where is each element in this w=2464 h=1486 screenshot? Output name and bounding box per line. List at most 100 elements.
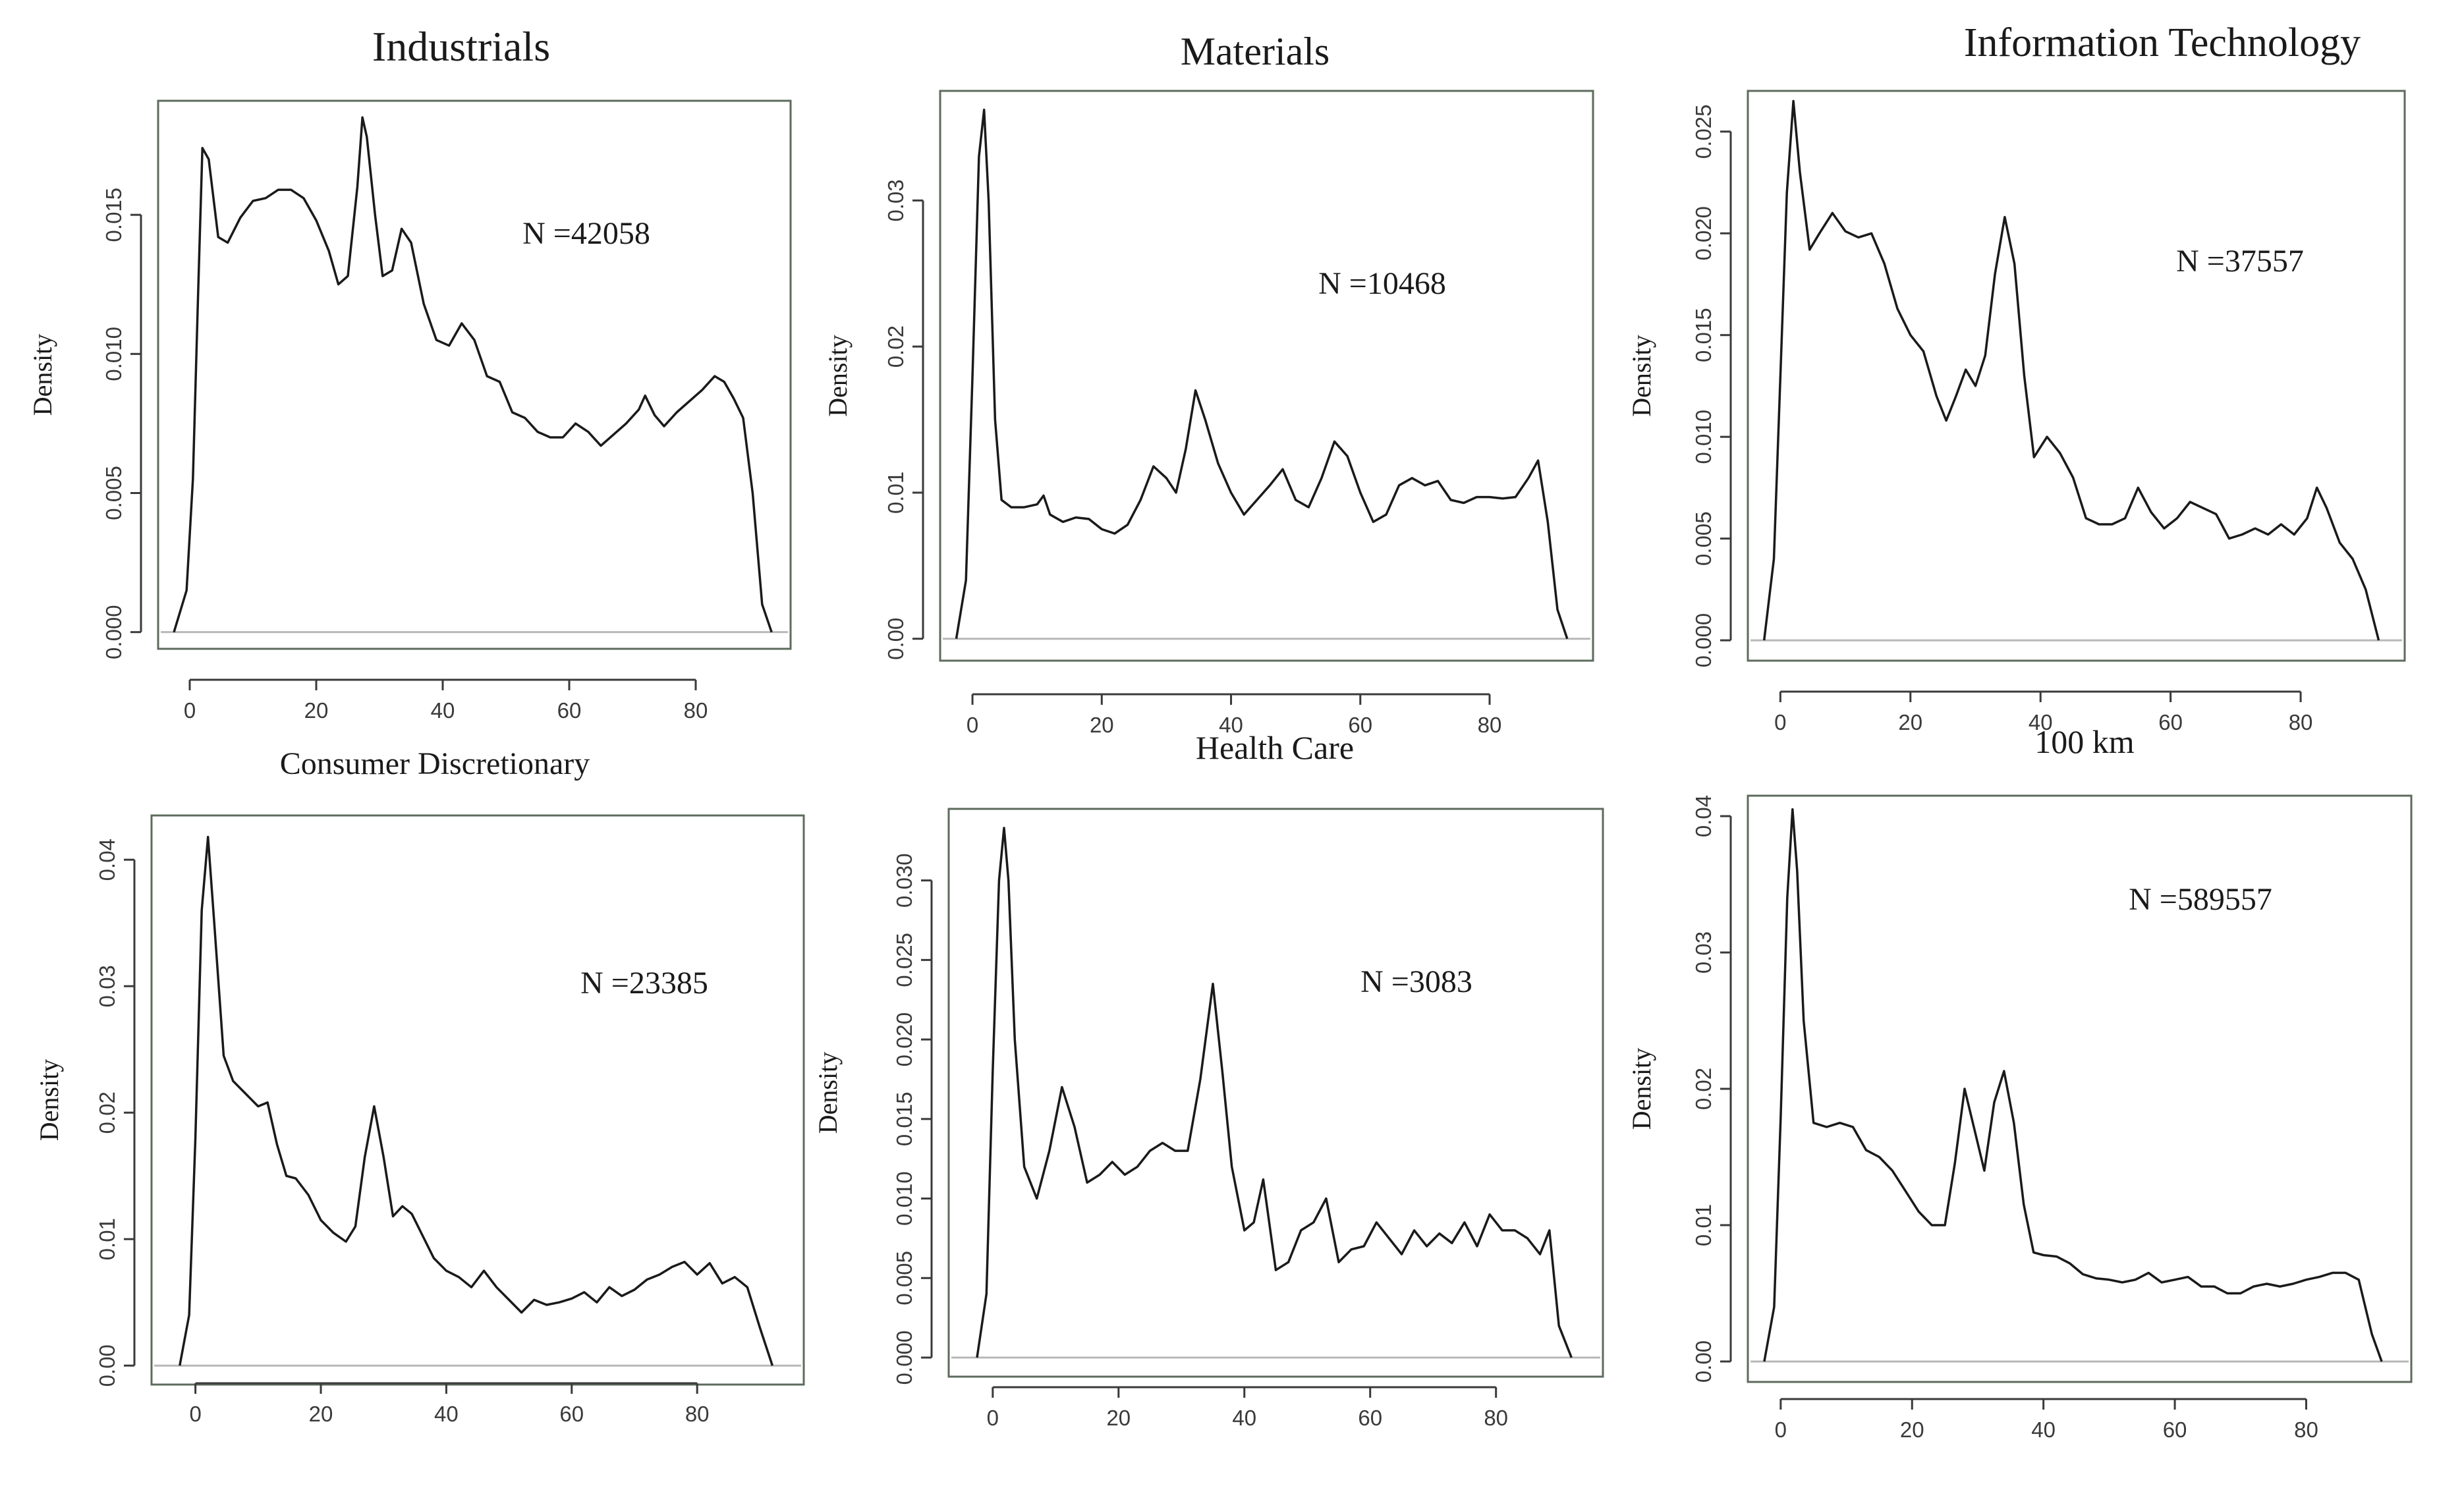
x-tick-label: 80: [2289, 710, 2313, 734]
y-tick-label: 0.04: [1691, 795, 1716, 837]
x-tick-label: 80: [684, 698, 708, 723]
y-tick-label: 0.01: [95, 1218, 119, 1260]
panel-health-care: Health Care 0 20 40 60 80 0.000 0.005 0.010 0.015…: [813, 729, 1604, 1430]
panel-information-technology: Information Technology 0 20 40 60 80 0.000 0.00…: [1627, 20, 2406, 734]
y-tick-label: 0.04: [95, 839, 119, 881]
x-tick-label: 80: [2294, 1417, 2318, 1442]
y-axis-label: Density: [1627, 335, 1656, 416]
y-tick-label: 0.020: [1691, 206, 1716, 261]
y-tick-label: 0.02: [95, 1091, 119, 1134]
y-axis-label: Density: [813, 1052, 843, 1134]
y-tick-label: 0.025: [892, 933, 916, 987]
sample-size-annotation: N =10468: [1318, 266, 1446, 301]
panel-title: Information Technology: [1964, 20, 2361, 65]
y-tick-label: 0.015: [101, 188, 126, 242]
y-tick-label: 0.010: [892, 1171, 916, 1226]
y-axis-label: Density: [823, 335, 853, 416]
panel-title: Health Care: [1196, 729, 1354, 766]
panel-100-km: 100 km 0 20 40 60 80 0.00 0.01 0.02 0.03 0.04 Densi…: [1627, 723, 2413, 1442]
y-tick-label: 0.000: [101, 605, 126, 659]
plot-frame: [157, 99, 792, 650]
x-tick-label: 40: [434, 1402, 459, 1426]
y-tick-label: 0.02: [1691, 1068, 1716, 1110]
y-tick-label: 0.025: [1691, 104, 1716, 159]
x-tick-label: 80: [1478, 713, 1502, 737]
y-tick-label: 0.005: [892, 1251, 916, 1306]
x-tick-label: 20: [309, 1402, 333, 1426]
panel-title: Consumer Discretionary: [280, 746, 590, 781]
y-tick-label: 0.010: [1691, 410, 1716, 464]
y-tick-label: 0.015: [1691, 308, 1716, 362]
panel-title: Industrials: [372, 23, 550, 70]
y-tick-label: 0.01: [1691, 1204, 1716, 1246]
x-tick-label: 20: [1106, 1406, 1131, 1430]
y-tick-label: 0.030: [892, 853, 916, 908]
y-axis-label: Density: [34, 1059, 64, 1141]
plot-frame: [939, 90, 1594, 662]
sample-size-annotation: N =23385: [580, 966, 708, 1001]
y-tick-label: 0.03: [1691, 931, 1716, 974]
y-axis-label: Density: [1627, 1048, 1656, 1130]
plot-frame: [1747, 794, 2413, 1383]
sample-size-annotation: N =37557: [2176, 244, 2304, 279]
x-tick-label: 0: [966, 713, 978, 737]
x-tick-label: 0: [1775, 1417, 1787, 1442]
y-axis-label: Density: [28, 334, 57, 416]
plot-frame: [1747, 90, 2406, 662]
panel-materials: Materials 0 20 40 60 80 0.00 0.01 0.02 0.03 Densit…: [823, 30, 1594, 737]
x-tick-label: 20: [1898, 710, 1922, 734]
y-tick-label: 0.01: [883, 472, 908, 514]
panel-consumer-discretionary: Consumer Discretionary 0 20 40 60 80 0.00 0.01 0…: [34, 746, 805, 1426]
x-tick-label: 40: [431, 698, 455, 723]
density-line: [1762, 99, 2380, 641]
y-tick-label: 0.000: [1691, 613, 1716, 668]
y-tick-label: 0.000: [892, 1331, 916, 1385]
x-tick-label: 0: [987, 1406, 999, 1430]
x-tick-label: 60: [2163, 1417, 2187, 1442]
density-line: [173, 116, 773, 633]
sample-size-annotation: N =3083: [1360, 964, 1472, 999]
y-tick-label: 0.020: [892, 1012, 916, 1067]
y-tick-label: 0.00: [1691, 1340, 1716, 1383]
density-line: [976, 827, 1573, 1358]
x-tick-label: 60: [1358, 1406, 1382, 1430]
y-tick-label: 0.00: [883, 618, 908, 660]
y-tick-label: 0.005: [101, 466, 126, 520]
x-tick-label: 20: [1900, 1417, 1924, 1442]
x-tick-label: 40: [1219, 713, 1243, 737]
x-tick-label: 0: [1774, 710, 1786, 734]
y-tick-label: 0.015: [892, 1092, 916, 1147]
x-tick-label: 40: [2031, 1417, 2056, 1442]
density-line: [1763, 808, 2383, 1362]
x-tick-label: 0: [184, 698, 196, 723]
x-tick-label: 60: [557, 698, 582, 723]
panel-title: Materials: [1181, 30, 1330, 73]
density-line: [955, 109, 1569, 640]
y-tick-label: 0.02: [883, 325, 908, 368]
plot-frame: [150, 814, 805, 1386]
y-tick-label: 0.010: [101, 327, 126, 381]
density-line: [179, 835, 774, 1366]
x-tick-label: 80: [1484, 1406, 1508, 1430]
plot-frame: [947, 808, 1604, 1378]
x-tick-label: 60: [559, 1402, 584, 1426]
x-tick-label: 20: [1090, 713, 1114, 737]
y-tick-label: 0.005: [1691, 511, 1716, 566]
x-tick-label: 0: [189, 1402, 201, 1426]
panel-industrials: Industrials 0 20 40 60 80 0.000 0.005 0.010 0.015…: [28, 23, 792, 723]
y-tick-label: 0.03: [95, 965, 119, 1007]
x-tick-label: 80: [685, 1402, 710, 1426]
y-tick-label: 0.03: [883, 179, 908, 221]
x-tick-label: 40: [2029, 710, 2053, 734]
x-tick-label: 60: [1348, 713, 1372, 737]
sample-size-annotation: N =589557: [2129, 882, 2272, 917]
x-tick-label: 20: [304, 698, 329, 723]
sample-size-annotation: N =42058: [522, 216, 650, 251]
panel-title: 100 km: [2034, 723, 2135, 760]
y-tick-label: 0.00: [95, 1344, 119, 1387]
x-tick-label: 60: [2158, 710, 2183, 734]
x-tick-label: 40: [1232, 1406, 1256, 1430]
